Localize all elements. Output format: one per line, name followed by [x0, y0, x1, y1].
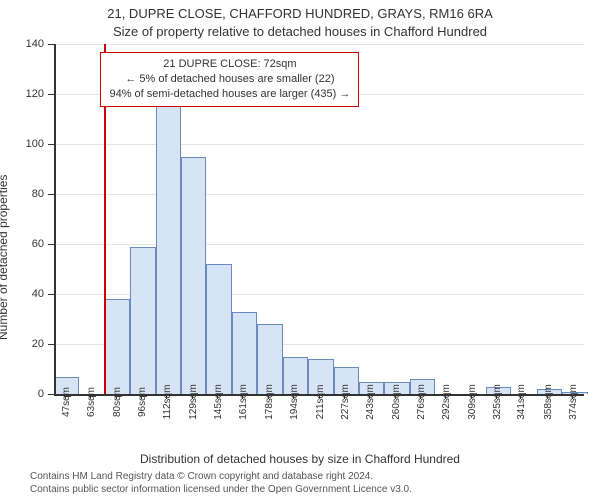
attribution-line1: Contains HM Land Registry data © Crown c… — [30, 471, 590, 484]
x-tick-label: 194sqm — [289, 384, 300, 420]
gridline-h — [54, 194, 584, 195]
x-tick-label: 227sqm — [340, 384, 351, 420]
x-tick-label: 96sqm — [137, 387, 148, 417]
callout-line2: ← 5% of detached houses are smaller (22) — [109, 72, 350, 87]
y-tick-label: 20 — [32, 338, 44, 350]
y-tick-label: 60 — [32, 238, 44, 250]
y-tick-label: 0 — [38, 388, 44, 400]
y-axis-line — [54, 44, 56, 394]
x-tick-label: 374sqm — [568, 384, 579, 420]
attribution-text: Contains HM Land Registry data © Crown c… — [30, 471, 590, 496]
x-tick-label: 211sqm — [315, 385, 326, 420]
callout-box: 21 DUPRE CLOSE: 72sqm← 5% of detached ho… — [100, 52, 359, 107]
x-tick-label: 161sqm — [238, 384, 249, 420]
x-tick-label: 358sqm — [543, 384, 554, 420]
y-axis-label: Number of detached properties — [0, 175, 10, 340]
plot-area: 02040608010012014047sqm63sqm80sqm96sqm11… — [54, 44, 584, 394]
histogram-bar — [181, 157, 206, 395]
x-tick-label: 63sqm — [86, 387, 97, 417]
chart-title-line1: 21, DUPRE CLOSE, CHAFFORD HUNDRED, GRAYS… — [0, 6, 600, 21]
gridline-h — [54, 144, 584, 145]
x-axis-label: Distribution of detached houses by size … — [0, 452, 600, 466]
x-tick-label: 292sqm — [441, 384, 452, 420]
chart-container: 21, DUPRE CLOSE, CHAFFORD HUNDRED, GRAYS… — [0, 0, 600, 500]
x-tick-label: 80sqm — [112, 387, 123, 417]
histogram-bar — [206, 264, 231, 394]
x-tick-label: 341sqm — [516, 384, 527, 420]
gridline-h — [54, 244, 584, 245]
y-tick-label: 40 — [32, 288, 44, 300]
y-tick-label: 140 — [26, 38, 44, 50]
x-tick-label: 260sqm — [391, 384, 402, 420]
x-tick-label: 325sqm — [492, 384, 503, 420]
attribution-line2: Contains public sector information licen… — [30, 484, 590, 497]
y-tick-label: 80 — [32, 188, 44, 200]
x-tick-label: 112sqm — [162, 385, 173, 420]
histogram-bar — [105, 299, 130, 394]
x-tick-label: 129sqm — [188, 384, 199, 420]
x-tick-label: 47sqm — [61, 387, 72, 417]
gridline-h — [54, 44, 584, 45]
x-tick-label: 243sqm — [365, 384, 376, 420]
histogram-bar — [232, 312, 257, 395]
callout-line3: 94% of semi-detached houses are larger (… — [109, 87, 350, 102]
x-tick-label: 276sqm — [416, 384, 427, 420]
y-tick-label: 100 — [26, 138, 44, 150]
x-tick-label: 309sqm — [467, 384, 478, 420]
chart-title-line2: Size of property relative to detached ho… — [0, 24, 600, 39]
y-tick-label: 120 — [26, 88, 44, 100]
histogram-bar — [130, 247, 155, 395]
histogram-bar — [156, 104, 181, 394]
x-tick-label: 178sqm — [264, 384, 275, 420]
x-tick-label: 145sqm — [213, 384, 224, 420]
callout-line1: 21 DUPRE CLOSE: 72sqm — [109, 57, 350, 72]
